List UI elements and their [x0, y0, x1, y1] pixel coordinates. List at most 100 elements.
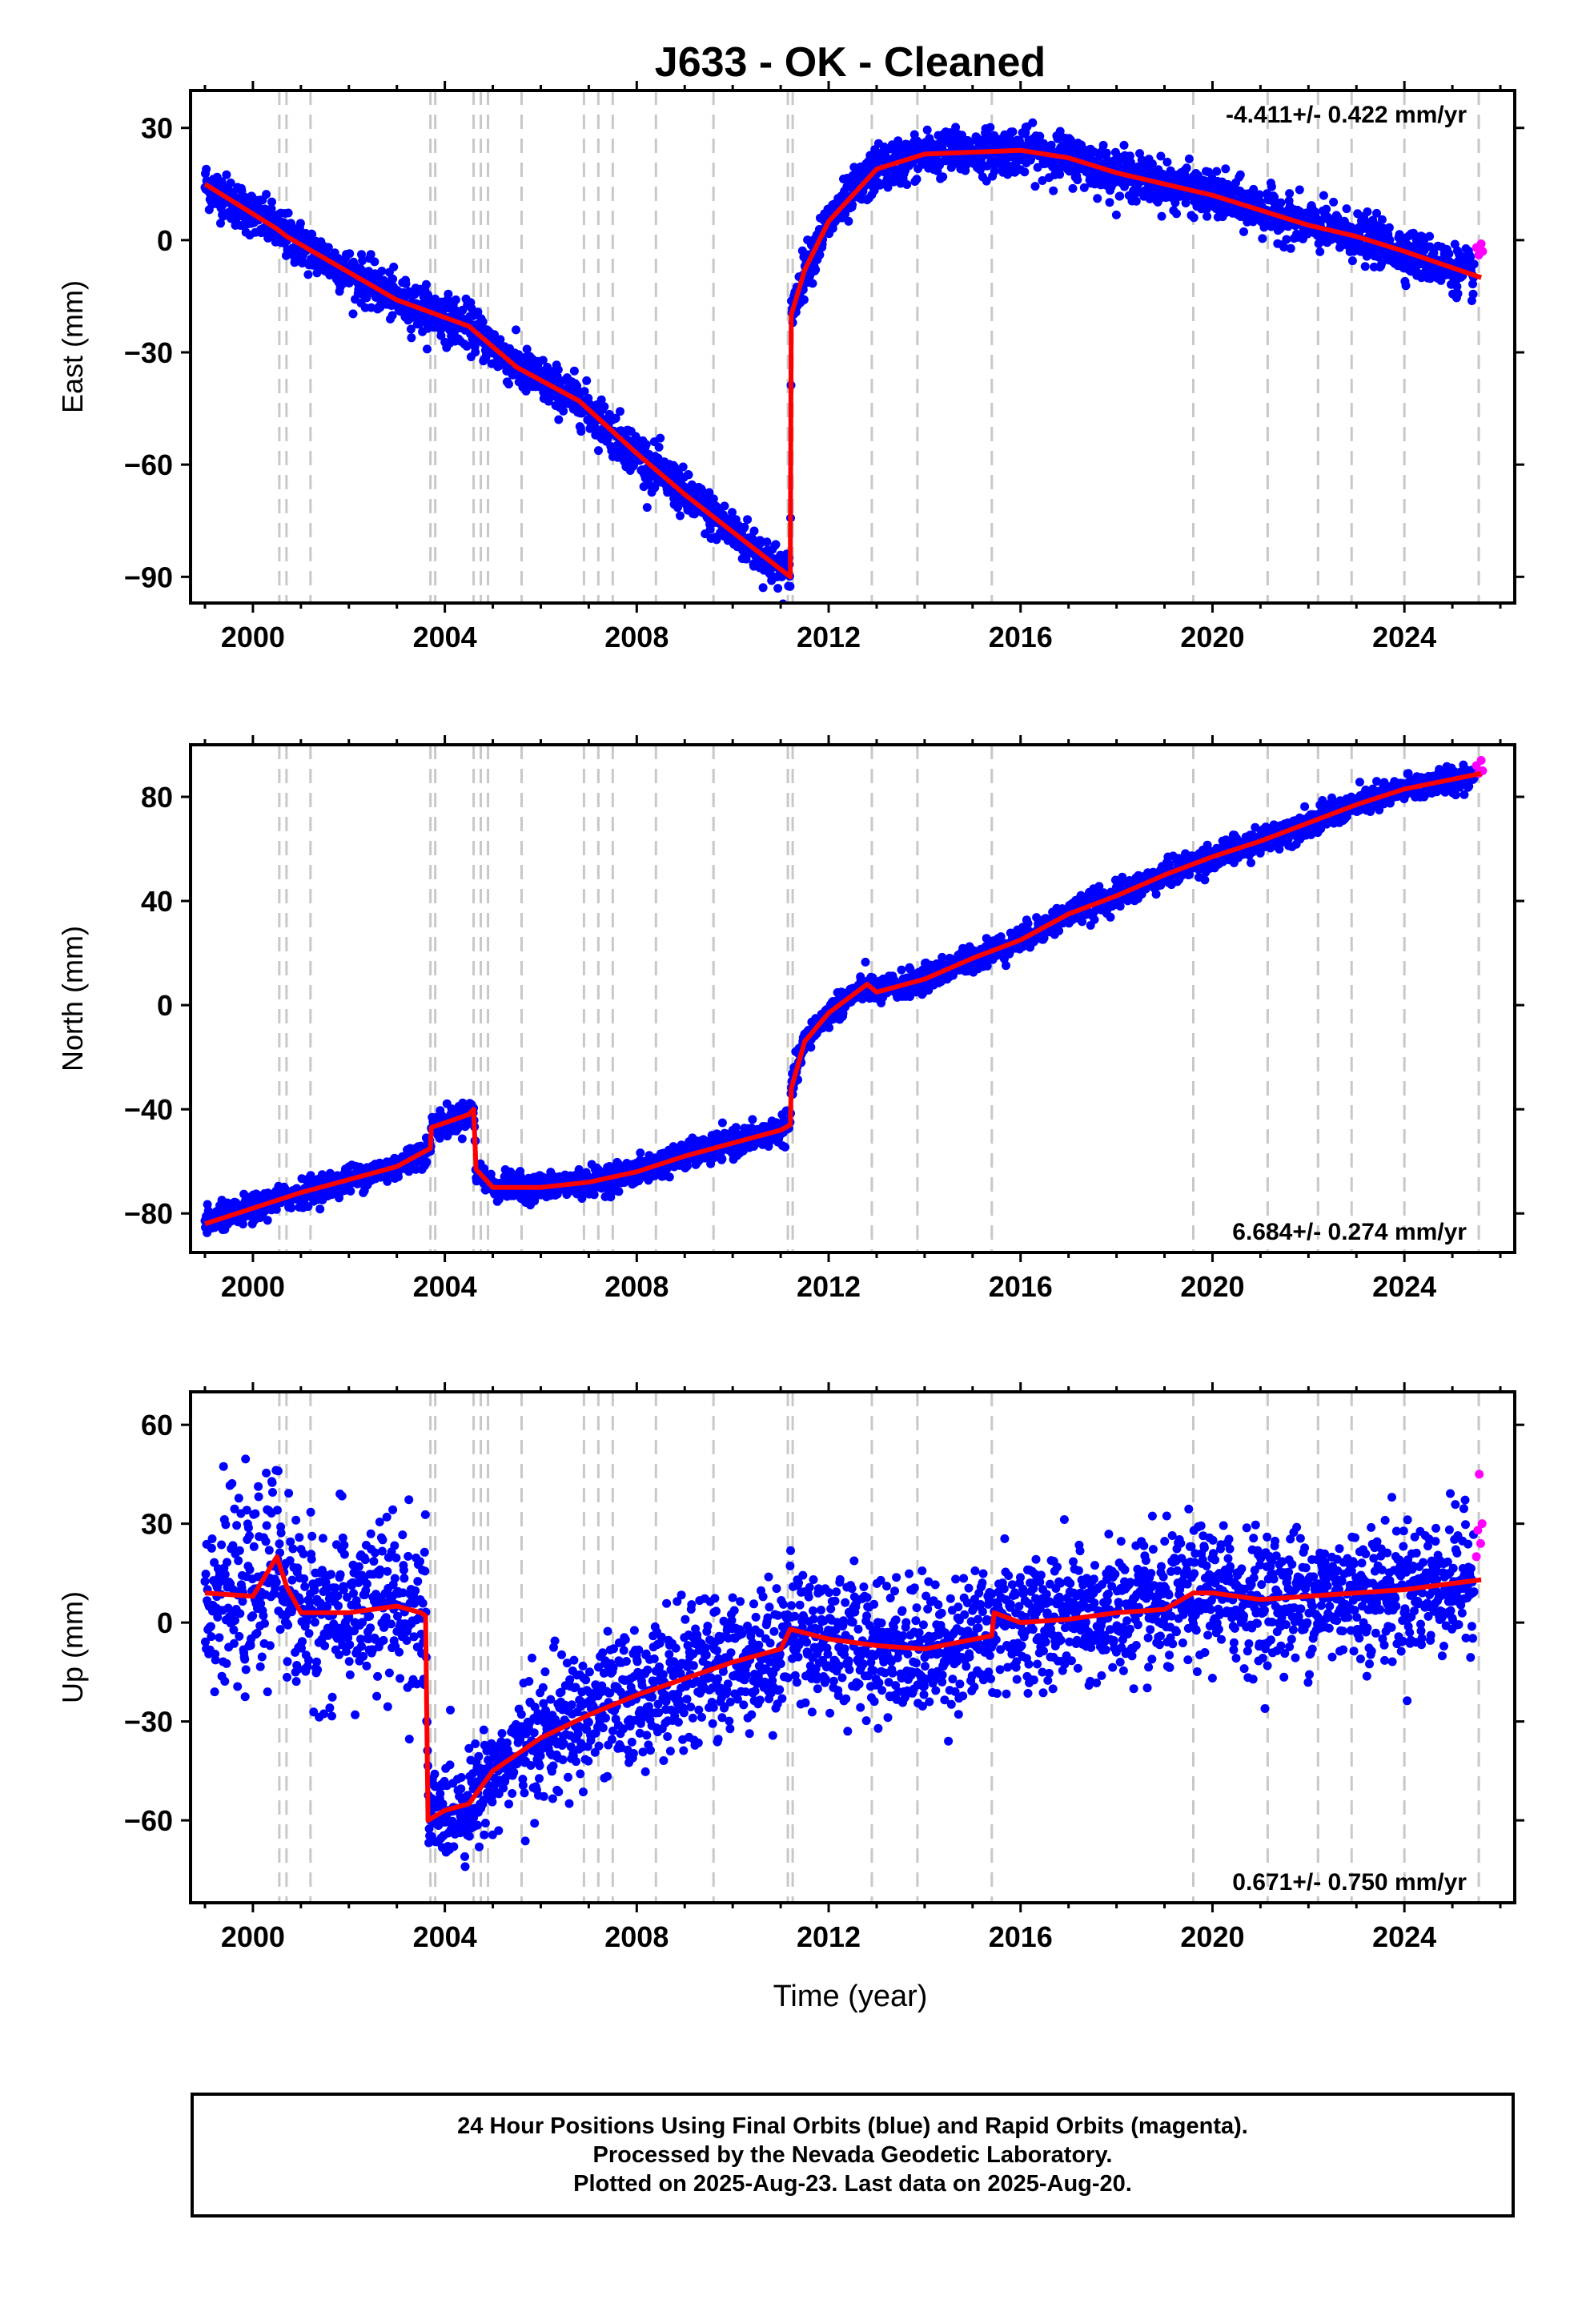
data-point: [1147, 159, 1157, 168]
data-point: [1055, 127, 1065, 136]
data-point: [1285, 189, 1295, 199]
data-point: [1008, 127, 1018, 137]
data-point: [1020, 167, 1030, 177]
data-point: [1384, 223, 1394, 232]
data-point: [1077, 140, 1086, 150]
data-point: [808, 279, 817, 288]
data-point: [1322, 204, 1331, 214]
data-point: [678, 462, 688, 472]
y-tick-label: 30: [141, 112, 173, 145]
data-point: [986, 123, 995, 132]
data-point: [267, 197, 276, 207]
data-point: [582, 376, 592, 385]
data-point: [743, 515, 753, 525]
data-point: [457, 1134, 467, 1144]
final-orbit-points: [200, 118, 1479, 603]
data-point: [222, 170, 231, 179]
data-point: [728, 508, 737, 517]
data-point: [1102, 148, 1111, 158]
y-tick-label: 0: [157, 224, 173, 257]
data-point: [616, 407, 624, 416]
data-point: [283, 208, 293, 218]
data-point: [444, 289, 453, 299]
data-point: [1258, 234, 1267, 243]
panel-1: 2000 2004 2008 2012 2016 2020 2024300−30−60−90…: [56, 81, 1524, 653]
data-point: [323, 243, 333, 252]
data-point: [370, 257, 379, 267]
data-point: [407, 333, 416, 343]
data-point: [1055, 170, 1065, 179]
data-point: [553, 365, 563, 375]
data-point: [1295, 185, 1304, 195]
data-point: [697, 486, 707, 496]
data-point: [1267, 182, 1276, 191]
data-point: [712, 535, 721, 545]
data-point: [1098, 140, 1108, 150]
data-point: [717, 1118, 727, 1128]
x-tick-label: 2016: [989, 621, 1053, 653]
data-point: [705, 488, 714, 497]
data-point: [1276, 198, 1286, 207]
data-point: [748, 1115, 757, 1124]
data-point: [1131, 196, 1141, 206]
data-point: [1235, 170, 1245, 179]
data-point: [504, 380, 513, 389]
rapid-point: [1476, 239, 1486, 249]
y-tick-label: −30: [124, 336, 173, 369]
data-point: [717, 1154, 727, 1164]
data-point: [348, 309, 358, 319]
data-point: [642, 503, 652, 513]
data-point: [1046, 140, 1056, 150]
data-point: [303, 270, 313, 279]
x-tick-label: 2024: [1372, 621, 1436, 653]
data-point: [656, 433, 665, 443]
data-point: [676, 511, 685, 521]
data-point: [1125, 151, 1134, 161]
data-point: [665, 1172, 674, 1182]
data-point: [611, 413, 620, 423]
x-tick-label: 2008: [604, 621, 669, 653]
data-point: [202, 164, 211, 174]
data-point: [1172, 209, 1181, 219]
data-point: [799, 295, 809, 304]
data-point: [401, 279, 411, 288]
data-point: [1184, 154, 1194, 163]
data-point: [990, 167, 999, 176]
data-point: [478, 317, 488, 327]
data-point: [267, 204, 276, 214]
data-point: [1181, 199, 1191, 207]
data-point: [1033, 163, 1042, 172]
data-point: [383, 1176, 392, 1186]
data-point: [490, 330, 499, 340]
data-point: [580, 387, 589, 396]
data-point: [471, 348, 480, 357]
data-point: [861, 957, 870, 967]
data-point: [938, 172, 948, 182]
data-point: [512, 325, 520, 335]
x-tick-label: 2012: [797, 621, 861, 653]
data-point: [758, 583, 768, 593]
data-point: [1105, 198, 1114, 207]
data-point: [216, 219, 225, 228]
data-point: [844, 216, 853, 226]
data-point: [1282, 235, 1291, 244]
data-point: [589, 1190, 599, 1200]
data-point: [654, 442, 664, 452]
data-point: [912, 175, 921, 184]
data-point: [1342, 204, 1351, 214]
data-point: [1212, 167, 1222, 176]
data-point: [307, 230, 317, 239]
data-point: [406, 324, 416, 334]
data-point: [1093, 194, 1102, 203]
data-point: [1066, 135, 1075, 145]
data-point: [522, 344, 532, 354]
data-point: [1377, 215, 1387, 224]
data-point: [1053, 134, 1062, 143]
data-point: [1049, 186, 1058, 195]
data-point: [1469, 259, 1479, 269]
data-point: [982, 176, 991, 186]
data-point: [1329, 197, 1339, 207]
data-point: [1239, 227, 1248, 236]
x-tick-label: 2004: [413, 621, 477, 653]
data-point: [641, 440, 651, 449]
